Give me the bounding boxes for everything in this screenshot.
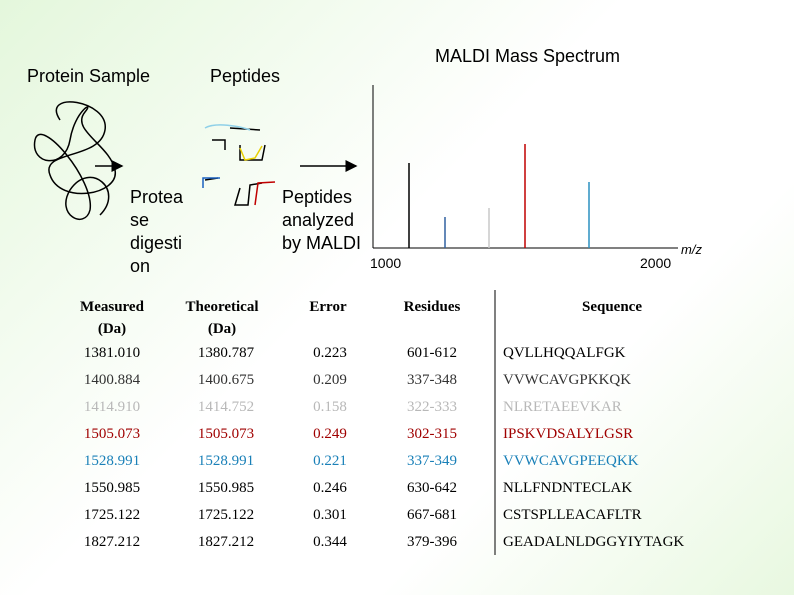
table-cell: VVWCAVGPKKQK xyxy=(503,372,631,388)
table-cell: QVLLHQQALFGK xyxy=(503,345,626,361)
analyzed-label: Peptides analyzed by MALDI xyxy=(282,187,361,253)
table-cell: 337-349 xyxy=(407,453,457,469)
table-cell: 1725.122 xyxy=(198,507,254,523)
label: Protein Sample xyxy=(27,66,150,86)
table-cell: 0.221 xyxy=(313,453,347,469)
table-cell: 0.301 xyxy=(313,507,347,523)
axis-label: 1000 xyxy=(370,255,401,271)
label: Peptides xyxy=(210,66,280,86)
table-cell: 1528.991 xyxy=(84,453,140,469)
header-cell: Theoretical xyxy=(185,299,258,315)
peptide-shape xyxy=(254,181,276,206)
table-cell: 1528.991 xyxy=(198,453,254,469)
table-cell: 0.344 xyxy=(313,534,347,550)
table-cell: VVWCAVGPEEQKK xyxy=(503,453,639,469)
table-cell: 630-642 xyxy=(407,480,457,496)
header-cell: Sequence xyxy=(582,299,642,315)
table-cell: 1400.675 xyxy=(198,372,254,388)
table-cell: 0.223 xyxy=(313,345,347,361)
protein-squiggle xyxy=(33,101,116,220)
peptide-shapes xyxy=(204,127,266,206)
table-cell: 1725.122 xyxy=(84,507,140,523)
label-line: digesti xyxy=(130,233,182,253)
header-cell: Residues xyxy=(404,299,461,315)
title: MALDI Mass Spectrum xyxy=(435,46,620,66)
table-cell: NLRETAEEVKAR xyxy=(503,399,622,415)
table-cell: 667-681 xyxy=(407,507,457,523)
table-cell: 1505.073 xyxy=(198,426,254,442)
table-cell: 0.246 xyxy=(313,480,347,496)
table-cell: 1380.787 xyxy=(198,345,255,361)
axis-label: 2000 xyxy=(640,255,671,271)
table-cell: 1400.884 xyxy=(84,372,141,388)
axis-unit: m/z xyxy=(681,242,702,257)
table-cell: 1550.985 xyxy=(198,480,254,496)
table-cell: IPSKVDSALYLGSR xyxy=(503,426,633,442)
table-cell: 1505.073 xyxy=(84,426,140,442)
table-cell: 1414.752 xyxy=(198,399,254,415)
header-cell: Error xyxy=(309,299,347,315)
table-cell: 1414.910 xyxy=(84,399,140,415)
header-cell: (Da) xyxy=(208,321,236,337)
table-cell: 379-396 xyxy=(407,534,457,550)
table-cell: 601-612 xyxy=(407,345,457,361)
table-cell: 0.249 xyxy=(313,426,347,442)
peptide-shape xyxy=(202,177,220,188)
label-line: by MALDI xyxy=(282,233,361,253)
header-cell: (Da) xyxy=(98,321,126,337)
label-line: se xyxy=(130,210,149,230)
table-cell: NLLFNDNTECLAK xyxy=(503,480,632,496)
table-cell: 1381.010 xyxy=(84,345,140,361)
table-cell: 322-333 xyxy=(407,399,457,415)
header-cell: Measured xyxy=(80,299,145,315)
peptide-shape xyxy=(204,124,251,131)
label-line: analyzed xyxy=(282,210,354,230)
label-line: Peptides xyxy=(282,187,352,207)
table-cell: GEADALNLDGGYIYTAGK xyxy=(503,534,684,550)
table-cell: 1827.212 xyxy=(84,534,140,550)
peptide-shape xyxy=(239,145,263,161)
table-cell: 302-315 xyxy=(407,426,457,442)
table-cell: 1827.212 xyxy=(198,534,254,550)
label-line: Protea xyxy=(130,187,184,207)
digest-label: Protea se digesti on xyxy=(130,187,184,276)
label-line: on xyxy=(130,256,150,276)
table-cell: 0.158 xyxy=(313,399,347,415)
table-cell: 0.209 xyxy=(313,372,347,388)
table: Measured (Da) Theoretical (Da) Error Residues… xyxy=(80,299,684,550)
table-cell: CSTSPLLEACAFLTR xyxy=(503,507,642,523)
table-cell: 337-348 xyxy=(407,372,457,388)
table-cell: 1550.985 xyxy=(84,480,140,496)
